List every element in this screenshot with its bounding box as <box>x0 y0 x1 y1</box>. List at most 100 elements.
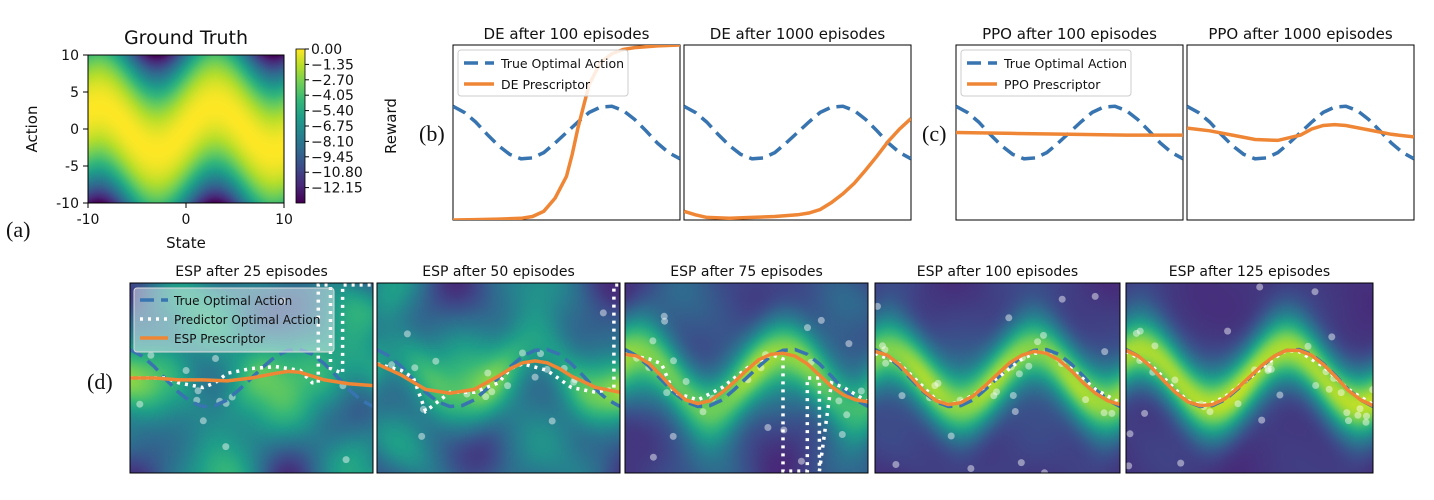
sample-point <box>484 369 492 377</box>
colorbar-tick-label: −8.10 <box>311 134 354 150</box>
colorbar-tick-label: −4.05 <box>311 88 354 104</box>
sample-point <box>342 456 350 464</box>
sample-point <box>1264 365 1272 373</box>
esp-prescriptor-line <box>130 369 373 388</box>
sample-point <box>1126 462 1133 470</box>
plot-lines <box>453 45 680 220</box>
sample-point <box>875 302 881 310</box>
y-tick-label: 5 <box>70 85 79 101</box>
sample-point <box>1328 333 1336 341</box>
sample-point <box>699 408 707 416</box>
plot-lines <box>130 283 373 409</box>
legend-box <box>133 287 335 353</box>
colorbar-tick-label: −2.70 <box>311 73 354 89</box>
sample-point <box>1082 396 1090 404</box>
sample-point <box>147 351 155 359</box>
colorbar-label: Reward <box>382 98 400 154</box>
sample-point <box>1136 327 1144 335</box>
sample-point <box>990 392 998 400</box>
esp-prescriptor-line <box>377 359 620 395</box>
sample-point <box>649 453 657 461</box>
esp-after-100-episodes-chart: ESP after 100 episodes <box>874 264 1121 474</box>
y-tick-label: 10 <box>61 48 79 64</box>
legend-label: Predictor Optimal Action <box>174 313 320 327</box>
sample-point <box>764 424 772 431</box>
sample-point <box>931 382 939 390</box>
esp-after-25-episodes-chart: ESP after 25 episodes True Optimal Action… <box>129 264 374 474</box>
sample-point <box>892 461 900 468</box>
sample-point <box>222 443 230 451</box>
plot-lines <box>1126 347 1373 409</box>
esp-after-50-episodes-chart: ESP after 50 episodes <box>376 264 621 474</box>
legend: True Optimal Action Predictor Optimal Act… <box>133 287 335 353</box>
sample-point <box>1354 411 1362 419</box>
de-prescriptor-line <box>684 117 911 220</box>
sample-point <box>199 417 207 425</box>
sample-point <box>1005 314 1013 322</box>
panel-label-d: (d) <box>87 369 113 394</box>
plot-lines <box>377 283 620 415</box>
sample-point <box>1343 409 1351 417</box>
ppo-prescriptor-line <box>956 130 1183 137</box>
sample-point <box>418 432 426 440</box>
sample-point <box>934 379 942 387</box>
chart-title: ESP after 50 episodes <box>422 264 575 280</box>
y-tick-label: 0 <box>70 122 79 138</box>
colorbar-tick-label: −10.80 <box>311 165 363 181</box>
legend-label: ESP Prescriptor <box>174 332 265 346</box>
sample-point <box>548 417 556 425</box>
sample-point <box>1141 409 1149 417</box>
legend-box <box>960 49 1132 97</box>
sample-point <box>1126 430 1134 438</box>
sample-point <box>1369 386 1373 394</box>
sample-point <box>1151 342 1159 350</box>
chart-title: DE after 1000 episodes <box>710 25 886 43</box>
sample-point <box>1041 469 1048 473</box>
plot-frame <box>624 282 869 474</box>
sample-point <box>993 388 1000 396</box>
ground-truth-title: Ground Truth <box>124 27 248 49</box>
sample-point <box>488 388 496 396</box>
plot-lines <box>1187 104 1414 161</box>
sample-point <box>881 346 889 354</box>
sample-point <box>1177 459 1185 467</box>
legend-box <box>457 49 629 97</box>
sample-point <box>1009 392 1017 399</box>
y-tick-label: -10 <box>56 196 79 212</box>
predictor-optimal-action-line <box>625 352 868 473</box>
chart-title: DE after 100 episodes <box>484 25 650 43</box>
legend-label: True Optimal Action <box>1003 56 1127 71</box>
true-optimal-action-line <box>956 104 1183 161</box>
plot-frame <box>874 282 1121 474</box>
sample-point <box>1363 412 1370 420</box>
chart-title: PPO after 1000 episodes <box>1208 25 1393 43</box>
sample-point <box>279 297 287 305</box>
colorbar-tick-label: −6.75 <box>311 119 354 135</box>
de-after-100-episodes-chart: DE after 100 episodes True Optimal Action… <box>452 25 681 221</box>
sample-point <box>136 400 144 408</box>
sample-point <box>1258 416 1266 424</box>
chart-title: PPO after 100 episodes <box>982 25 1157 43</box>
chart-title: ESP after 75 episodes <box>670 264 823 280</box>
plot-frame <box>129 282 374 474</box>
sample-point <box>411 364 419 372</box>
esp-prescriptor-line <box>625 351 868 406</box>
colorbar <box>296 49 305 203</box>
x-tick-label: 10 <box>275 212 293 228</box>
sample-point <box>1015 370 1023 378</box>
plot-lines <box>684 104 911 220</box>
sample-point <box>1100 409 1108 417</box>
esp-prescriptor-line <box>1126 348 1373 408</box>
sample-point <box>882 359 890 367</box>
sample-point <box>660 312 668 320</box>
ground-truth-chart: Ground Truth -10 0 10 10 5 0 -5 -10 State Action 0.… <box>23 27 400 252</box>
sample-point <box>1108 409 1116 417</box>
sample-point <box>682 378 690 385</box>
sample-point <box>1034 338 1042 346</box>
chart-title: ESP after 125 episodes <box>1169 264 1330 280</box>
sample-point <box>504 382 512 390</box>
plot-frame <box>1125 282 1374 474</box>
ground-truth-heatmap <box>88 55 284 203</box>
sample-point <box>879 342 886 350</box>
